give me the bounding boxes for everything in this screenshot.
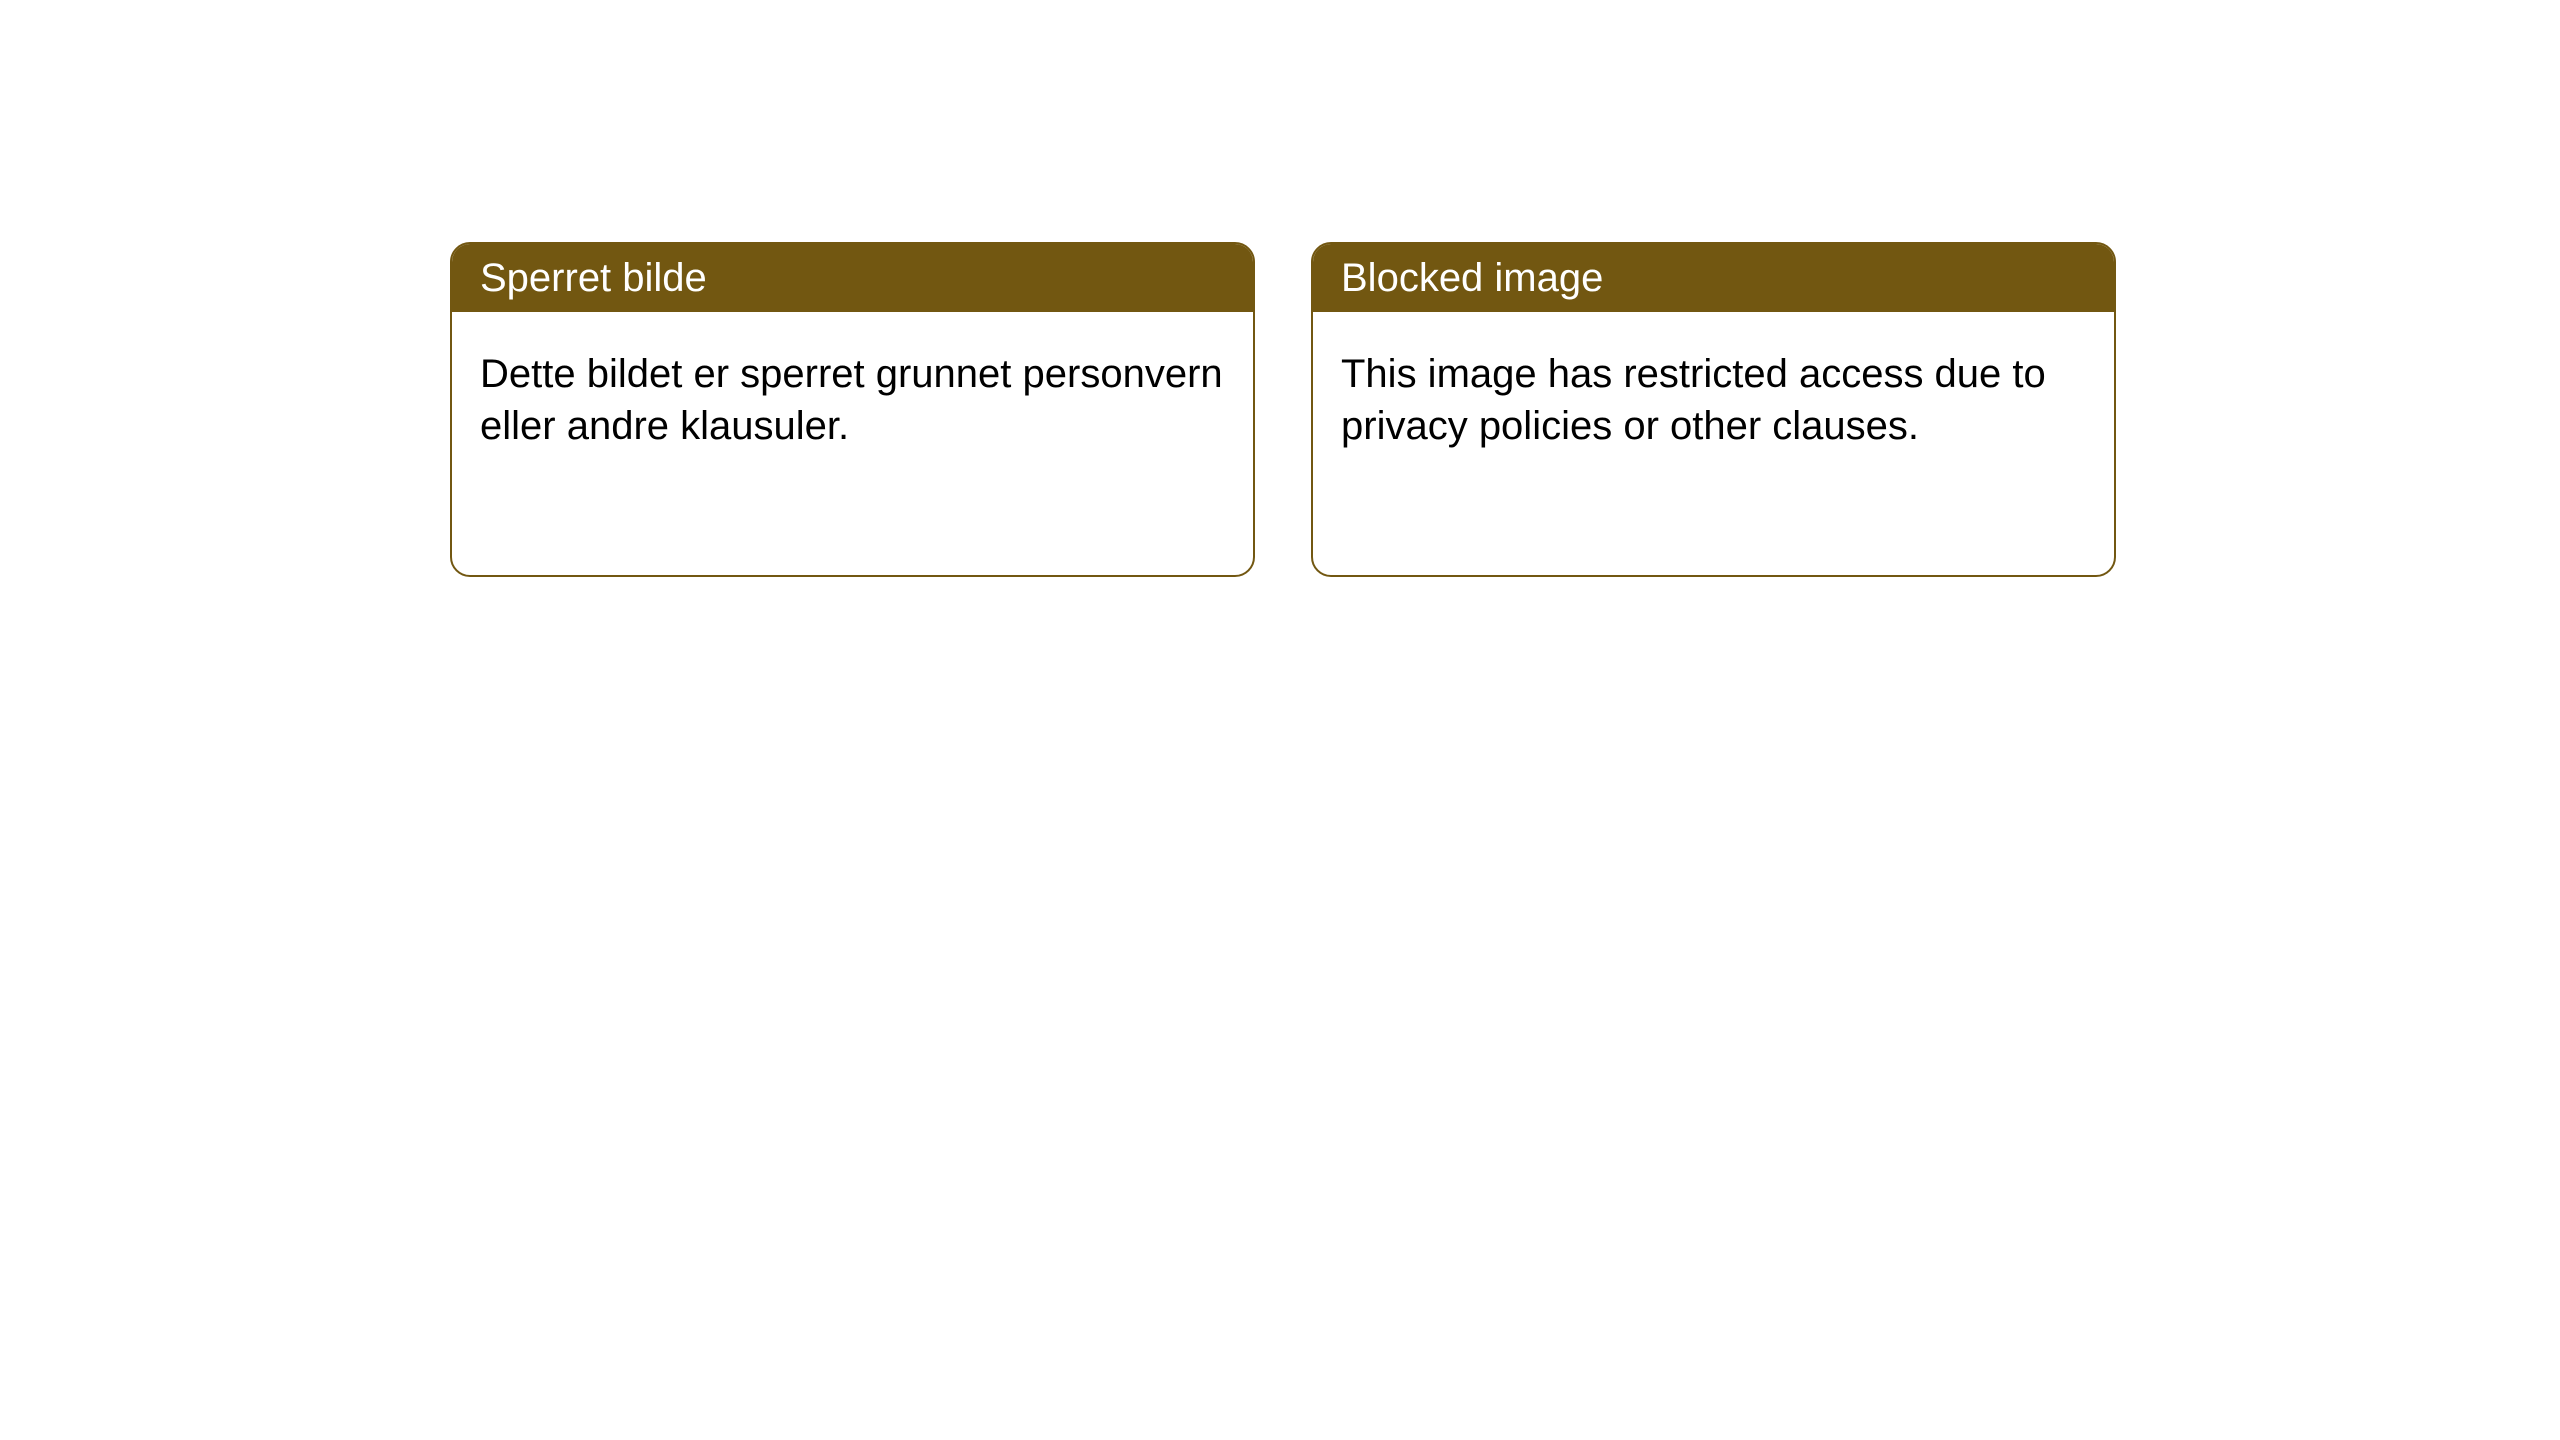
notice-card-norwegian: Sperret bilde Dette bildet er sperret gr… bbox=[450, 242, 1255, 577]
notice-text-english: This image has restricted access due to … bbox=[1341, 352, 2046, 448]
notice-card-container: Sperret bilde Dette bildet er sperret gr… bbox=[450, 242, 2560, 577]
notice-body-norwegian: Dette bildet er sperret grunnet personve… bbox=[452, 312, 1253, 488]
notice-body-english: This image has restricted access due to … bbox=[1313, 312, 2114, 488]
notice-card-english: Blocked image This image has restricted … bbox=[1311, 242, 2116, 577]
notice-header-english: Blocked image bbox=[1313, 244, 2114, 312]
notice-title-english: Blocked image bbox=[1341, 256, 1603, 300]
notice-header-norwegian: Sperret bilde bbox=[452, 244, 1253, 312]
notice-title-norwegian: Sperret bilde bbox=[480, 256, 707, 300]
notice-text-norwegian: Dette bildet er sperret grunnet personve… bbox=[480, 352, 1223, 448]
